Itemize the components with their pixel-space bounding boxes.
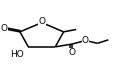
Text: O: O [82,36,89,45]
Text: O: O [0,24,7,33]
Text: HO: HO [10,50,24,59]
Text: O: O [38,17,45,26]
Text: O: O [69,48,76,57]
